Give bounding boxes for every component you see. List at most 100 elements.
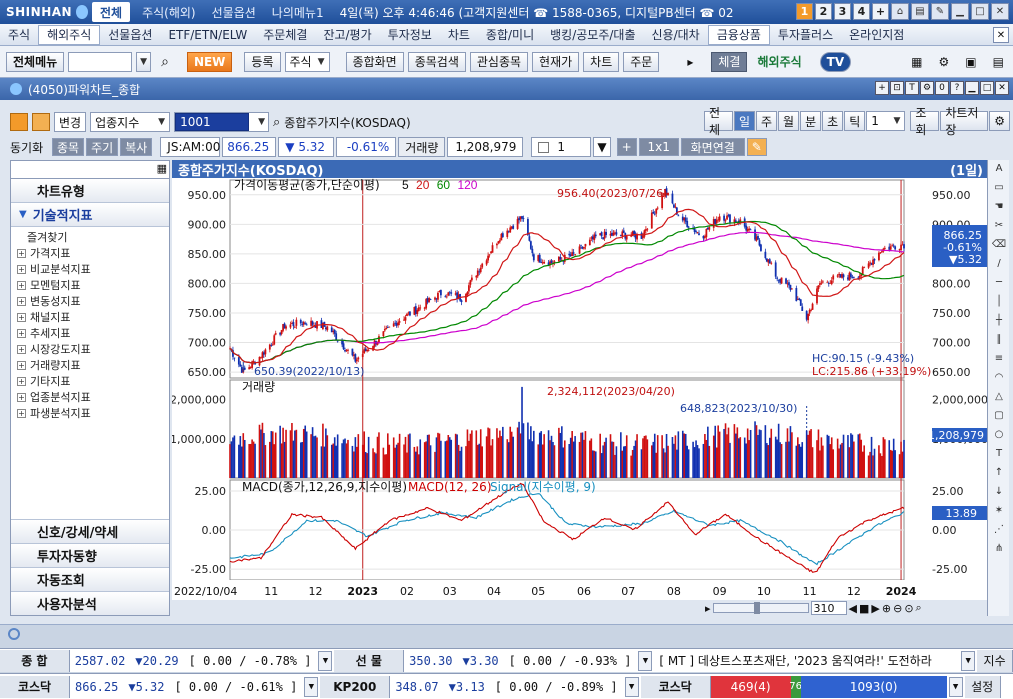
index-button[interactable]: 지수 (977, 649, 1013, 672)
screen-link-button[interactable]: 화면연결 (680, 138, 745, 156)
menu-stock[interactable]: 주식 (8, 28, 31, 42)
layout-1x1-button[interactable]: 1x1 (638, 138, 679, 156)
indicator-search-input[interactable]: ▦ (11, 161, 169, 179)
tree-item[interactable]: + 업종분석지표 (11, 389, 169, 405)
order-button[interactable]: 주문 (623, 51, 660, 72)
register-button[interactable]: 등록 (244, 51, 281, 72)
toolbar-more-icon[interactable]: ▸ (687, 54, 694, 69)
screen-4-button[interactable]: 4 (853, 3, 870, 20)
tree-item[interactable]: + 거래량지표 (11, 357, 169, 373)
screen-1-button[interactable]: 1 (796, 3, 813, 20)
tab-futures-options[interactable]: 선물옵션 (211, 5, 256, 20)
stop-icon[interactable]: ■ (859, 601, 870, 615)
speed-line-icon[interactable]: ⋰ (994, 524, 1004, 535)
kospi-dropdown-icon[interactable]: ▼ (318, 650, 333, 671)
menu-online-branch[interactable]: 온라인지점 (849, 28, 905, 42)
zoom-reset-icon[interactable]: ⊙ (904, 601, 914, 615)
all-menu-button[interactable]: 전체메뉴 (6, 51, 65, 72)
execution-button[interactable]: 체결 (711, 51, 748, 72)
period-minute-tab[interactable]: 분 (800, 111, 822, 131)
pitchfork-icon[interactable]: ⋔ (994, 543, 1004, 554)
period-all-tab[interactable]: 전체 (704, 106, 733, 137)
pen-tool-icon[interactable]: ✎ (746, 138, 767, 156)
tree-item[interactable]: + 파생분석지표 (11, 405, 169, 421)
menu-invest-plus[interactable]: 투자플러스 (777, 28, 834, 42)
tree-item[interactable]: + 가격지표 (11, 245, 169, 261)
tv-button[interactable]: TV (819, 51, 852, 72)
gear-icon[interactable]: ⚙ (938, 54, 950, 69)
menu-chart[interactable]: 차트 (447, 28, 470, 42)
menu-invest-info[interactable]: 투자정보 (387, 28, 432, 42)
menu-overseas-stock[interactable]: 해외주식 (38, 24, 101, 45)
window-layout-icon[interactable]: ▣ (965, 54, 977, 69)
type-select[interactable]: 주식 ▼ (284, 51, 330, 72)
triangle-icon[interactable]: △ (995, 391, 1003, 402)
search-icon[interactable]: ⌕ (161, 53, 169, 70)
overview-button[interactable]: 종합화면 (345, 51, 404, 72)
change-select[interactable]: 변경 (54, 112, 87, 132)
new-button[interactable]: NEW (186, 51, 233, 72)
plus-icon[interactable]: + (17, 392, 26, 402)
scroll-forward-icon[interactable]: ▶ (871, 601, 880, 615)
menu-orders[interactable]: 주문체결 (263, 28, 308, 42)
link-icon[interactable]: ⊡ (890, 81, 904, 95)
add-screen-button[interactable]: + (872, 3, 889, 20)
menu-financial-products[interactable]: 금융상품 (707, 24, 770, 45)
menu-etf[interactable]: ETF/ETN/ELW (168, 27, 248, 42)
trendline-icon[interactable]: / (997, 258, 1001, 269)
sync-period-tab[interactable]: 주기 (86, 138, 119, 156)
tree-item[interactable]: + 기타지표 (11, 373, 169, 389)
plus-icon[interactable]: + (17, 248, 26, 258)
plus-icon[interactable]: + (17, 264, 26, 274)
zoom-slider-handle[interactable] (753, 602, 760, 614)
settings-icon[interactable]: ✎ (931, 3, 949, 20)
kp200-dropdown-icon[interactable]: ▼ (624, 676, 639, 697)
bar-count-input[interactable]: 310 (810, 601, 847, 615)
code-search-icon[interactable]: ⌕ (273, 114, 281, 130)
window-close-icon[interactable]: ✕ (995, 81, 1009, 95)
screen-number-input[interactable] (68, 51, 133, 72)
current-price-button[interactable]: 현재가 (532, 51, 580, 72)
circle-icon[interactable]: ○ (994, 429, 1004, 440)
tree-item[interactable]: + 모멘텀지표 (11, 277, 169, 293)
tree-item[interactable]: + 비교분석지표 (11, 261, 169, 277)
options-icon[interactable]: ⚙ (920, 81, 934, 95)
screen-2-button[interactable]: 2 (815, 3, 832, 20)
news-dropdown-icon[interactable]: ▼ (961, 650, 976, 671)
scroll-back-icon[interactable]: ◀ (848, 601, 857, 615)
period-week-tab[interactable]: 주 (756, 111, 778, 131)
zoom-slider[interactable] (712, 602, 809, 614)
home-icon[interactable]: ⌂ (891, 3, 909, 20)
plus-icon[interactable]: + (17, 312, 26, 322)
menu-banking[interactable]: 뱅킹/공모주/대출 (550, 28, 636, 42)
sync-stock-tab[interactable]: 종목 (52, 138, 85, 156)
menu-mini[interactable]: 종합/미니 (485, 28, 535, 42)
stock-search-button[interactable]: 종목검색 (407, 51, 466, 72)
fibonacci-icon[interactable]: ≡ (994, 353, 1004, 364)
tree-item[interactable]: + 채널지표 (11, 309, 169, 325)
period-tick-tab[interactable]: 틱 (844, 111, 866, 131)
menu-credit[interactable]: 신용/대차 (651, 28, 700, 42)
code-input[interactable]: 1001 (175, 113, 250, 131)
chart-type-header[interactable]: 차트유형 (11, 179, 169, 203)
rectangle-icon[interactable]: ▢ (994, 410, 1004, 421)
window-restore-icon[interactable]: □ (980, 81, 994, 95)
signal-strength-header[interactable]: 신호/강세/약세 (11, 519, 169, 543)
period-day-tab[interactable]: 일 (733, 111, 755, 131)
cursor-icon[interactable]: A (995, 163, 1003, 174)
help-icon[interactable]: ? (950, 81, 964, 95)
indicators-header[interactable]: ▼ 기술적지표 (11, 203, 169, 227)
grid-icon[interactable]: ▦ (156, 162, 167, 175)
tab-overseas-stock[interactable]: 주식(해외) (142, 5, 196, 20)
investor-trend-header[interactable]: 투자자동향 (11, 543, 169, 567)
count-dropdown-icon[interactable]: ▼ (593, 137, 611, 157)
erase-all-icon[interactable]: ⌫ (991, 239, 1007, 250)
menu-close-icon[interactable]: ✕ (993, 27, 1009, 43)
calculator-icon[interactable]: ▦ (911, 54, 923, 69)
chart-button[interactable]: 차트 (583, 51, 620, 72)
plus-icon[interactable]: + (17, 280, 26, 290)
save-chart-button[interactable]: 차트저장 (940, 106, 989, 137)
sync-label[interactable]: 동기화 (10, 140, 44, 155)
window-min-icon[interactable]: ▁ (965, 81, 979, 95)
period-month-tab[interactable]: 월 (778, 111, 800, 131)
